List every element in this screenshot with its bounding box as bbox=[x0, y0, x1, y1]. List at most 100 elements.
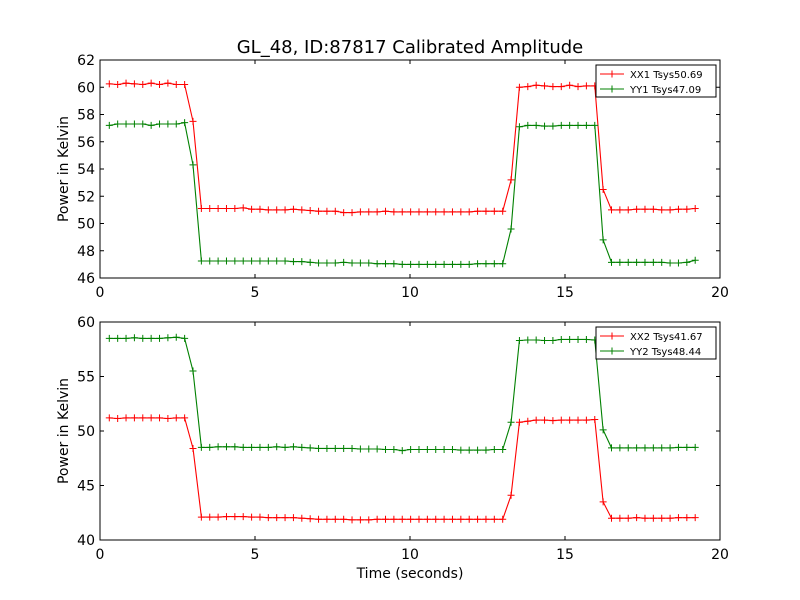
series-2-point bbox=[448, 446, 456, 454]
series-2-point bbox=[532, 121, 540, 129]
series-1-point bbox=[515, 83, 523, 91]
series-1-point bbox=[633, 205, 641, 213]
legend-marker-2 bbox=[608, 85, 616, 93]
series-2-point bbox=[499, 446, 507, 454]
series-2-point bbox=[616, 444, 624, 452]
series-1-point bbox=[398, 515, 406, 523]
series-1-point bbox=[574, 416, 582, 424]
series-2-point bbox=[415, 260, 423, 268]
series-2-point bbox=[666, 444, 674, 452]
series-2-point bbox=[674, 443, 682, 451]
series-1-point bbox=[331, 515, 339, 523]
series-1-point bbox=[122, 79, 130, 87]
series-2-point bbox=[633, 444, 641, 452]
series-1-point bbox=[373, 208, 381, 216]
series-1-point bbox=[549, 417, 557, 425]
series-2-point bbox=[239, 257, 247, 265]
legend-label-1: XX1 Tsys50.69 bbox=[630, 70, 703, 81]
series-2-point bbox=[365, 445, 373, 453]
series-1-point bbox=[624, 206, 632, 214]
legend-label-2: YY2 Tsys48.44 bbox=[629, 347, 701, 358]
legend-marker-1 bbox=[608, 332, 616, 340]
series-2-point bbox=[231, 257, 239, 265]
legend-marker-1 bbox=[608, 70, 616, 78]
y-tick-label: 60 bbox=[77, 315, 95, 331]
series-2-point bbox=[390, 446, 398, 454]
series-2-point bbox=[683, 443, 691, 451]
series-2-point bbox=[323, 444, 331, 452]
series-2-point bbox=[197, 443, 205, 451]
series-1-point bbox=[298, 206, 306, 214]
series-1-point bbox=[624, 514, 632, 522]
series-1-point bbox=[298, 514, 306, 522]
series-2-point bbox=[356, 445, 364, 453]
series-2-point bbox=[515, 123, 523, 131]
series-1-point bbox=[490, 207, 498, 215]
y-tick-label: 50 bbox=[77, 424, 95, 440]
series-2-point bbox=[189, 161, 197, 169]
y-tick-label: 46 bbox=[77, 271, 95, 287]
series-1-point bbox=[256, 513, 264, 521]
series-1-point bbox=[306, 515, 314, 523]
series-2-point bbox=[315, 259, 323, 267]
series-1-point bbox=[156, 414, 164, 422]
series-2-point bbox=[474, 446, 482, 454]
series-2-point bbox=[105, 334, 113, 342]
series-2-point bbox=[156, 120, 164, 128]
series-2-point bbox=[348, 444, 356, 452]
series-1-point bbox=[114, 414, 122, 422]
series-2-point bbox=[390, 260, 398, 268]
series-1-point bbox=[189, 444, 197, 452]
series-2-point bbox=[624, 258, 632, 266]
series-1-point bbox=[633, 514, 641, 522]
series-2-point bbox=[356, 259, 364, 267]
series-1-point bbox=[599, 185, 607, 193]
series-1-point bbox=[315, 207, 323, 215]
series-2-point bbox=[248, 443, 256, 451]
series-2-point bbox=[465, 446, 473, 454]
legend: XX2 Tsys41.67 YY2 Tsys48.44 bbox=[595, 326, 717, 360]
series-1-point bbox=[122, 414, 130, 422]
series-1-point bbox=[340, 515, 348, 523]
series-1-point bbox=[482, 207, 490, 215]
subplot-bottom: 0 5 10 15 20 40 45 50 55 60 Power in Kelvin XX2 Tsy… bbox=[56, 315, 729, 563]
series-1-point bbox=[248, 513, 256, 521]
y-axis-label: Power in Kelvin bbox=[56, 378, 72, 484]
legend-box bbox=[595, 64, 717, 98]
series-1-point bbox=[666, 206, 674, 214]
series-2-point bbox=[348, 259, 356, 267]
series-2-point bbox=[315, 444, 323, 452]
series-2-point bbox=[490, 260, 498, 268]
series-2-point bbox=[549, 122, 557, 130]
series-1-point bbox=[448, 515, 456, 523]
x-tick-label: 20 bbox=[711, 285, 729, 301]
series-1-point bbox=[222, 513, 230, 521]
series-1-point bbox=[499, 207, 507, 215]
series-1-point bbox=[130, 80, 138, 88]
series-2-point bbox=[231, 443, 239, 451]
legend-label-2: YY1 Tsys47.09 bbox=[629, 85, 701, 96]
series-2-point bbox=[248, 257, 256, 265]
series-2-point bbox=[482, 446, 490, 454]
series-2-point bbox=[608, 444, 615, 452]
series-1-point bbox=[683, 205, 691, 213]
series-1-point bbox=[557, 83, 565, 91]
series-2-point bbox=[557, 121, 565, 129]
series-2-point bbox=[172, 120, 180, 128]
series-2-point bbox=[256, 257, 264, 265]
series-2-point bbox=[499, 260, 507, 268]
series-1-point bbox=[649, 514, 657, 522]
series-2-point bbox=[524, 336, 532, 344]
y-tick-label: 56 bbox=[77, 135, 95, 151]
series-1-point bbox=[197, 513, 205, 521]
series-1-point bbox=[181, 81, 189, 89]
series-2-group bbox=[105, 119, 699, 268]
series-1-point bbox=[164, 414, 172, 422]
series-2-point bbox=[582, 335, 590, 343]
series-1-point bbox=[373, 515, 381, 523]
series-2-point bbox=[574, 335, 582, 343]
series-1-point bbox=[574, 83, 582, 91]
series-2-point bbox=[164, 120, 172, 128]
series-2-point bbox=[398, 447, 406, 455]
series-2-point bbox=[281, 443, 289, 451]
